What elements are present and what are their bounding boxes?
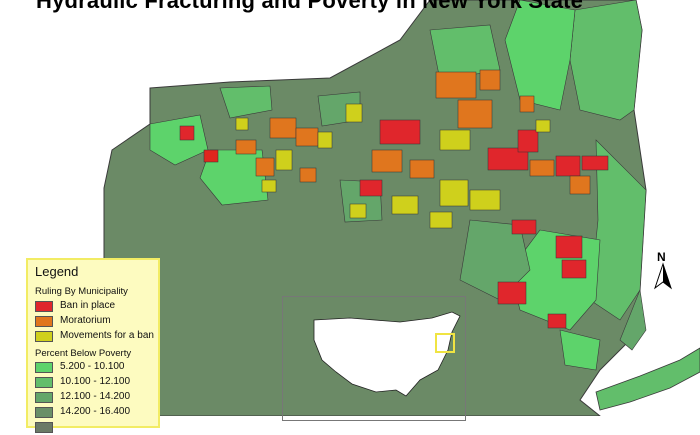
poverty-header: Percent Below Poverty bbox=[35, 348, 132, 359]
poverty-swatch-4 bbox=[35, 407, 53, 418]
movement-swatch bbox=[35, 331, 53, 342]
poverty-swatch-3 bbox=[35, 392, 53, 403]
ruling-header: Ruling By Municipality bbox=[35, 286, 128, 297]
legend-label: 14.200 - 16.400 bbox=[60, 406, 131, 417]
moratorium-swatch bbox=[35, 316, 53, 327]
legend: Legend Ruling By Municipality Ban in pla… bbox=[26, 258, 160, 433]
new-york-inset-highlight bbox=[435, 333, 455, 353]
poverty-swatch-2 bbox=[35, 377, 53, 388]
legend-title: Legend bbox=[35, 264, 79, 279]
new-york-map bbox=[103, 0, 700, 416]
poverty-swatch-1 bbox=[35, 362, 53, 373]
legend-label: Moratorium bbox=[60, 315, 111, 326]
north-label: N bbox=[657, 250, 666, 264]
map-title: Hydraulic Fracturing and Poverty in New … bbox=[36, 0, 584, 13]
north-arrow: N bbox=[650, 250, 676, 292]
long-island bbox=[595, 347, 700, 411]
legend-label: Movements for a ban bbox=[60, 330, 154, 341]
municipal-rulings bbox=[179, 69, 609, 329]
north-arrow-icon bbox=[654, 262, 672, 290]
inset-frame bbox=[282, 296, 466, 421]
legend-label: Ban in place bbox=[60, 300, 116, 311]
ban-swatch bbox=[35, 301, 53, 312]
us-inset-map bbox=[313, 311, 461, 397]
legend-label: 5.200 - 10.100 bbox=[60, 361, 125, 372]
poverty-swatch-5 bbox=[35, 422, 53, 433]
legend-label: 12.100 - 14.200 bbox=[60, 391, 131, 402]
legend-label: 10.100 - 12.100 bbox=[60, 376, 131, 387]
